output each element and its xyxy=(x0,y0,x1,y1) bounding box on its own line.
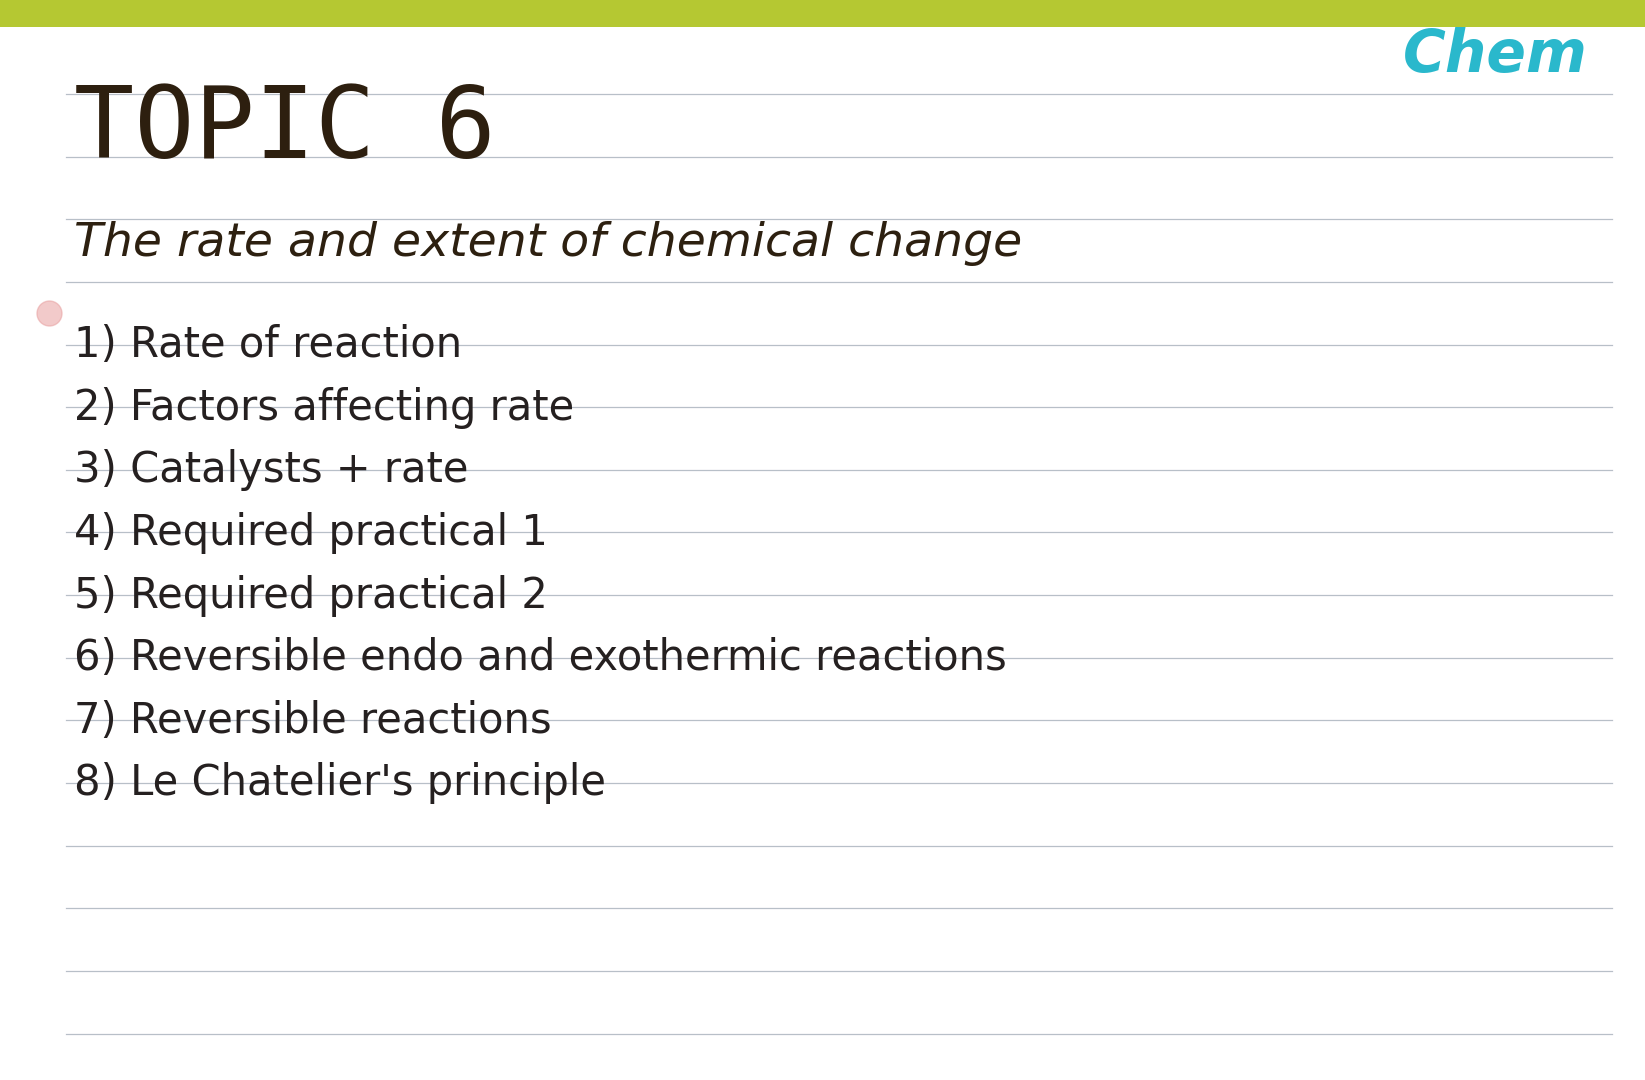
Text: 4) Required practical 1: 4) Required practical 1 xyxy=(74,512,548,554)
Text: 6) Reversible endo and exothermic reactions: 6) Reversible endo and exothermic reacti… xyxy=(74,637,1007,679)
Text: The rate and extent of chemical change: The rate and extent of chemical change xyxy=(74,221,1022,267)
Text: 1) Rate of reaction: 1) Rate of reaction xyxy=(74,324,462,366)
Text: 8) Le Chatelier's principle: 8) Le Chatelier's principle xyxy=(74,762,605,805)
Text: 2) Factors affecting rate: 2) Factors affecting rate xyxy=(74,387,574,429)
Text: 5) Required practical 2: 5) Required practical 2 xyxy=(74,575,548,617)
Text: 3) Catalysts + rate: 3) Catalysts + rate xyxy=(74,449,469,491)
Text: Chem: Chem xyxy=(1403,27,1587,84)
Text: TOPIC 6: TOPIC 6 xyxy=(74,81,495,179)
Text: 7) Reversible reactions: 7) Reversible reactions xyxy=(74,700,551,742)
Bar xyxy=(0,0,1645,27)
